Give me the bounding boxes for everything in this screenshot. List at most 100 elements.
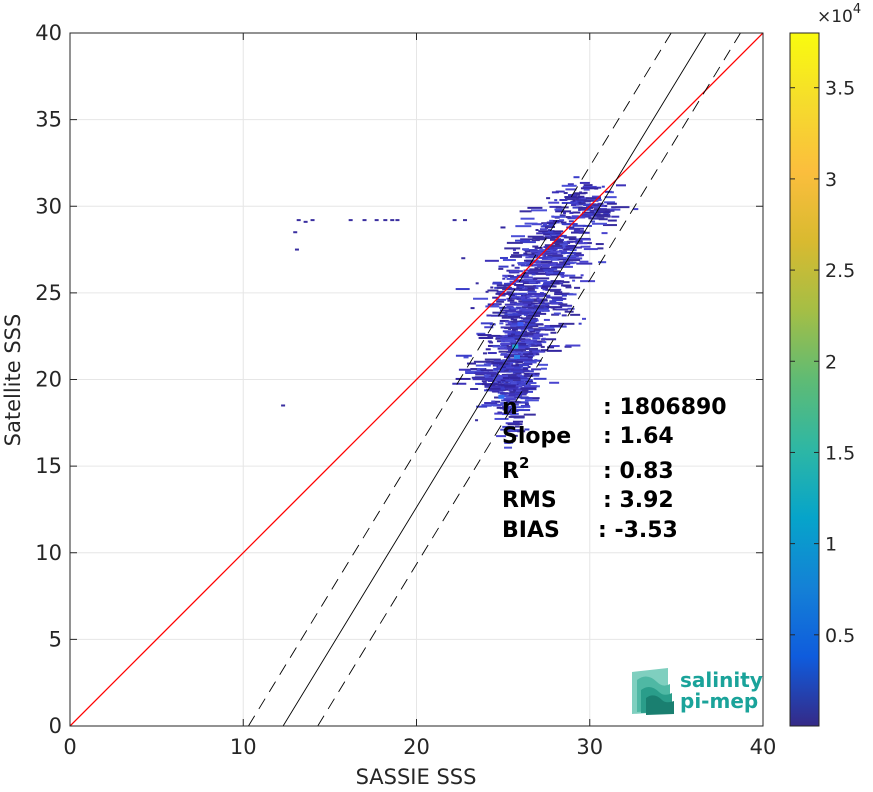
- density-point: [530, 261, 541, 264]
- density-point: [563, 325, 567, 328]
- density-point: [483, 363, 487, 366]
- density-point: [537, 344, 543, 347]
- density-point: [486, 360, 502, 363]
- density-point: [549, 233, 562, 236]
- stat-bias-label: BIAS: [502, 518, 560, 543]
- density-point: [534, 359, 538, 362]
- density-point: [491, 400, 496, 403]
- density-point: [499, 309, 516, 312]
- density-point: [520, 397, 533, 400]
- density-point: [546, 197, 551, 200]
- density-point: [524, 274, 528, 277]
- density-point: [486, 314, 492, 317]
- density-point: [563, 192, 568, 195]
- density-point: [553, 230, 564, 233]
- density-point: [523, 252, 528, 255]
- density-point: [528, 344, 532, 347]
- density-point-sparse: [362, 219, 367, 222]
- density-point: [520, 327, 529, 330]
- density-point: [507, 409, 519, 412]
- density-point-sparse: [383, 219, 388, 222]
- density-point: [504, 275, 508, 278]
- density-point: [494, 412, 511, 415]
- density-point: [500, 369, 506, 372]
- density-point: [496, 376, 510, 379]
- density-point: [553, 312, 561, 315]
- density-point: [575, 254, 583, 257]
- density-point: [558, 303, 568, 306]
- density-point: [573, 200, 577, 203]
- density-point: [452, 382, 467, 385]
- density-point: [512, 420, 523, 423]
- stats-box: n : 1806890 Slope : 1.64 R2 : 0.83 RMS :…: [502, 395, 727, 543]
- y-axis-label: Satellite SSS: [1, 314, 25, 447]
- density-point: [532, 278, 538, 281]
- density-point: [526, 272, 531, 275]
- density-point: [544, 324, 554, 327]
- density-point: [601, 185, 605, 188]
- density-point: [503, 397, 517, 400]
- density-point: [488, 387, 501, 390]
- x-tick-label: 10: [230, 735, 257, 759]
- density-point: [542, 257, 557, 260]
- density-point: [509, 280, 526, 283]
- density-point: [536, 232, 546, 235]
- density-point: [502, 380, 514, 383]
- density-point: [492, 390, 500, 393]
- density-point: [523, 347, 539, 350]
- density-point: [532, 309, 549, 312]
- density-point: [530, 343, 535, 346]
- density-point: [521, 306, 533, 309]
- density-point: [525, 380, 534, 383]
- density-point: [572, 224, 586, 227]
- density-point: [520, 217, 535, 220]
- density-point: [583, 191, 588, 194]
- density-point: [515, 296, 519, 299]
- density-point: [563, 241, 569, 244]
- density-point: [521, 317, 537, 320]
- density-point: [500, 384, 516, 387]
- density-point: [475, 382, 482, 385]
- density-point: [509, 270, 523, 273]
- density-point: [583, 242, 592, 245]
- colorbar-exponent: ×104: [817, 2, 861, 27]
- density-point: [487, 289, 499, 292]
- density-point: [519, 286, 525, 289]
- density-point: [573, 176, 580, 179]
- density-point: [494, 364, 510, 367]
- logo-text-pimep: pi-mep: [680, 689, 758, 713]
- density-point: [515, 374, 522, 377]
- density-point: [582, 215, 592, 218]
- density-point: [465, 370, 482, 373]
- density-point: [514, 283, 525, 286]
- density-point: [555, 265, 567, 268]
- density-point: [565, 236, 577, 239]
- density-point: [527, 206, 543, 209]
- density-point: [555, 206, 569, 209]
- density-point: [487, 340, 492, 343]
- density-point: [529, 268, 543, 271]
- density-point: [549, 289, 560, 292]
- stat-slope-label: Slope: [502, 424, 571, 449]
- density-point: [504, 334, 511, 337]
- density-point: [507, 430, 516, 433]
- density-point: [546, 296, 563, 299]
- density-point-high: [512, 344, 519, 349]
- density-point: [524, 428, 530, 431]
- density-point: [541, 284, 550, 287]
- density-point: [574, 228, 581, 231]
- density-point: [525, 341, 534, 344]
- density-point: [506, 305, 514, 308]
- density-point: [527, 328, 533, 331]
- density-point: [524, 285, 536, 288]
- y-tick-label: 25: [35, 281, 62, 305]
- density-point: [558, 322, 575, 325]
- density-point: [540, 349, 549, 352]
- density-point: [523, 313, 528, 316]
- colorbar-ticks: 0.5 1 1.5 2 2.5 3 3.5: [790, 78, 855, 647]
- density-point: [480, 336, 494, 339]
- density-point: [536, 298, 542, 301]
- density-point: [538, 230, 552, 233]
- density-point: [562, 265, 573, 268]
